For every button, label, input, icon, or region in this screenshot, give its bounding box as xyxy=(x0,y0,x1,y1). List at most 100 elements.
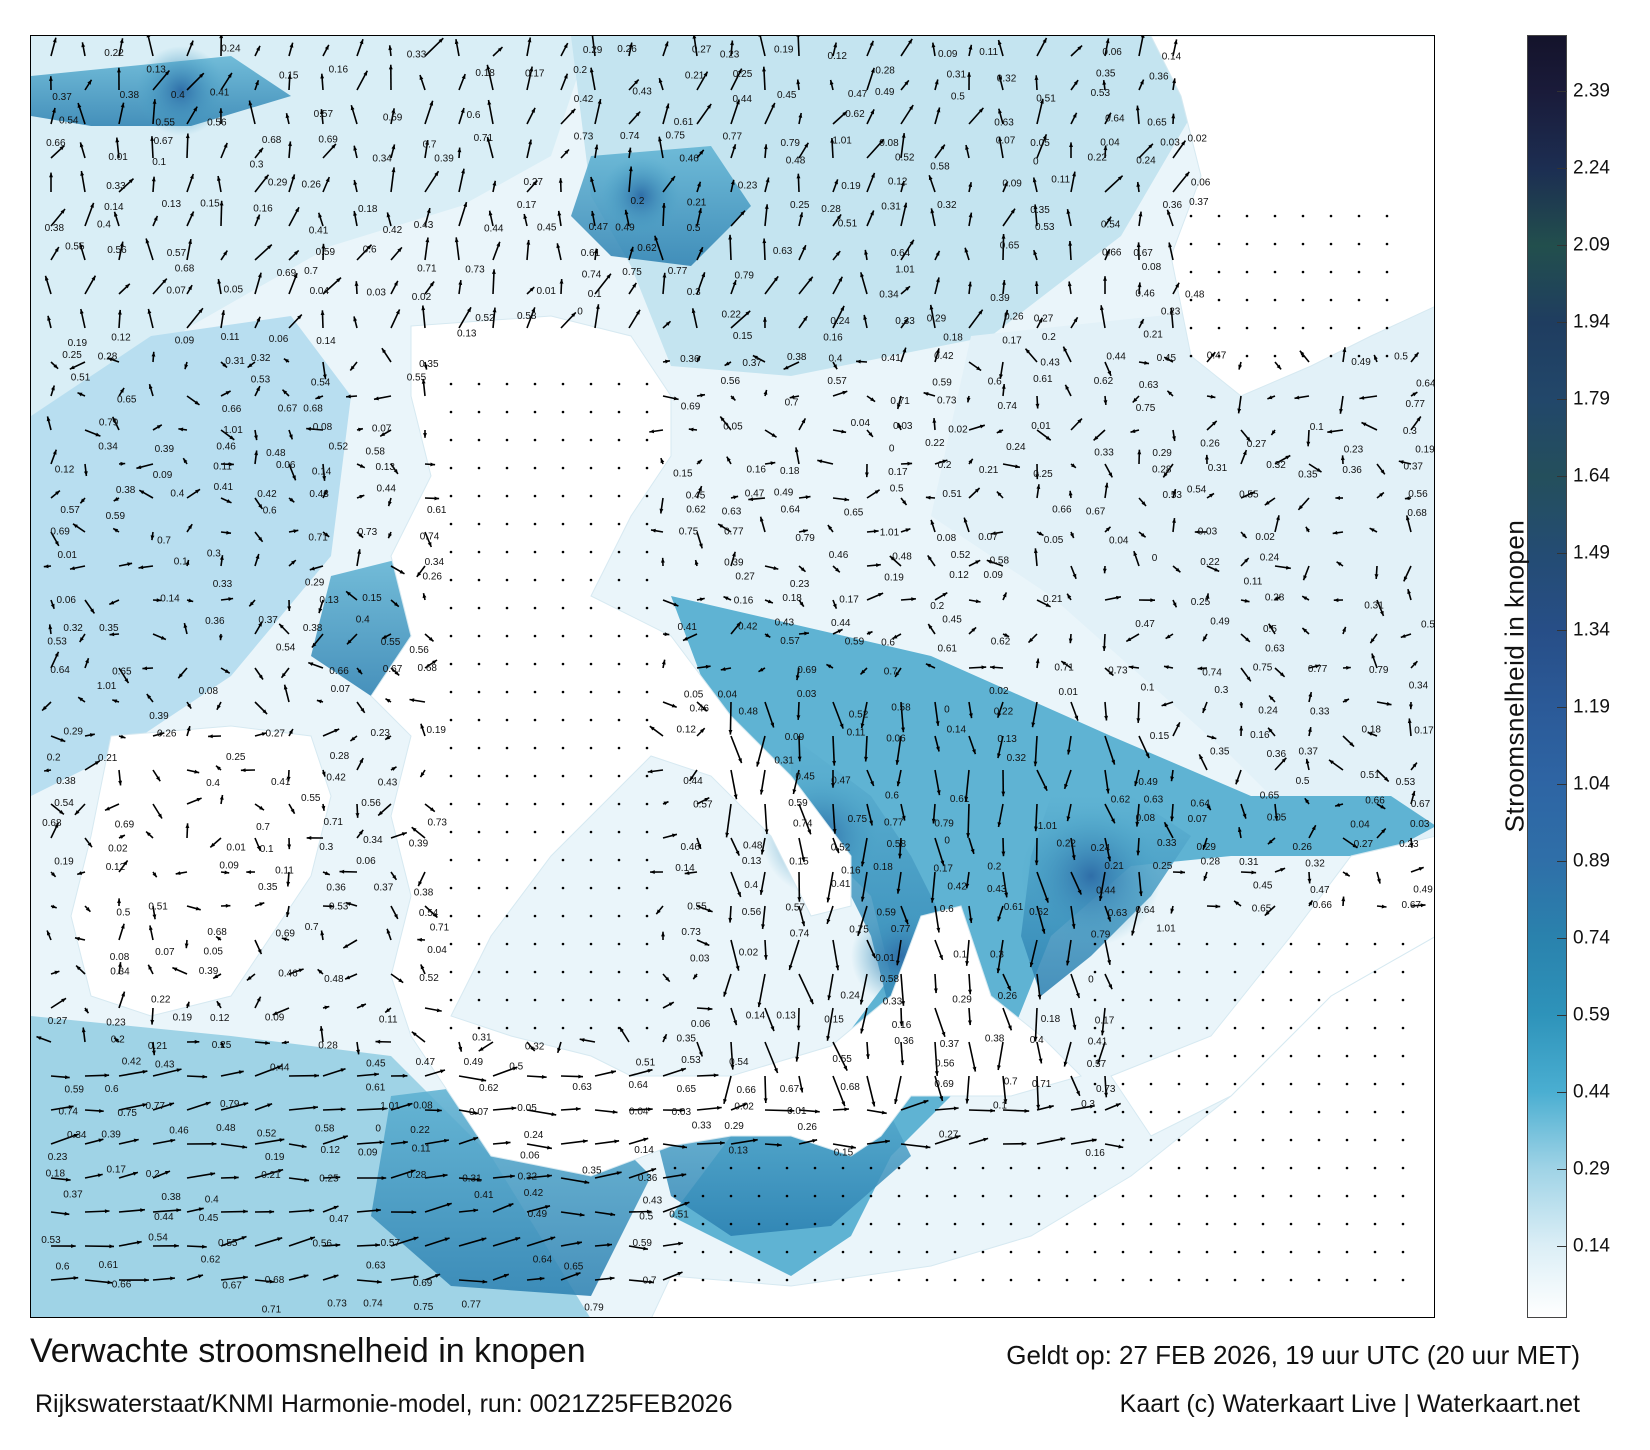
speed-label: 0.58 xyxy=(366,447,386,458)
calm-dot xyxy=(1373,1026,1377,1030)
speed-label: 0.59 xyxy=(633,1238,653,1249)
current-arrow-head xyxy=(363,70,368,76)
calm-dot xyxy=(561,466,565,470)
current-arrow-head xyxy=(996,429,1002,433)
calm-dot xyxy=(449,830,453,834)
current-arrow-head xyxy=(595,304,600,310)
current-arrow-head xyxy=(388,64,393,70)
calm-dot xyxy=(561,970,565,974)
calm-dot xyxy=(1329,326,1333,330)
current-arrow-head xyxy=(1420,903,1426,908)
calm-dot xyxy=(1177,1082,1181,1086)
calm-dot xyxy=(1289,1026,1293,1030)
current-arrow-head xyxy=(496,241,501,247)
speed-label: 0.47 xyxy=(1135,619,1155,630)
calm-dot xyxy=(1301,270,1305,274)
speed-label: 0.46 xyxy=(679,154,699,165)
speed-label: 0.54 xyxy=(148,1233,168,1244)
current-arrow-head xyxy=(624,209,629,215)
current-arrow-head xyxy=(723,1098,727,1104)
current-arrow-head xyxy=(152,872,157,878)
colorbar-tick-label: 1.79 xyxy=(1573,388,1610,410)
current-arrow xyxy=(288,1106,318,1111)
calm-dot xyxy=(841,1250,845,1254)
current-arrow-head xyxy=(1034,75,1039,80)
current-arrow-head xyxy=(1103,276,1107,281)
current-arrow-head xyxy=(1035,658,1040,664)
current-arrow-head xyxy=(1379,610,1384,616)
speed-label: 0.62 xyxy=(1094,376,1114,387)
current-arrow-head xyxy=(1279,672,1285,677)
current-arrow-head xyxy=(972,749,976,755)
current-arrow-head xyxy=(381,348,387,354)
current-arrow-head xyxy=(1039,98,1044,104)
current-arrow-head xyxy=(226,499,232,503)
calm-dot xyxy=(1177,1054,1181,1058)
current-arrow-head xyxy=(1205,593,1210,599)
current-arrow-head xyxy=(1367,732,1373,736)
speed-label: 0.51 xyxy=(1360,770,1380,781)
calm-dot xyxy=(449,662,453,666)
calm-dot xyxy=(477,942,481,946)
speed-label: 0.05 xyxy=(1267,812,1287,823)
current-arrow-head xyxy=(60,209,65,214)
current-arrow-head xyxy=(628,166,633,172)
current-arrow-head xyxy=(632,282,637,288)
current-arrow-head xyxy=(838,276,843,282)
current-arrow-head xyxy=(397,247,402,253)
speed-label: 0.07 xyxy=(996,136,1016,147)
speed-label: 0.36 xyxy=(638,1173,658,1184)
current-arrow-head xyxy=(77,392,83,397)
current-arrow-head xyxy=(388,533,392,539)
speed-label: 0.33 xyxy=(1310,707,1330,718)
current-arrow xyxy=(1036,1075,1040,1110)
current-arrow-head xyxy=(119,387,125,393)
current-arrow-head xyxy=(265,1040,270,1045)
colorbar-tick-label: 0.29 xyxy=(1573,1158,1610,1180)
speed-label: 0.38 xyxy=(45,223,65,234)
current-arrow-head xyxy=(968,212,973,218)
current-arrow-head xyxy=(90,202,94,208)
speed-label: 0.56 xyxy=(742,907,762,918)
speed-label: 0.4 xyxy=(205,1194,219,1205)
calm-dot xyxy=(477,718,481,722)
current-arrow-head xyxy=(942,592,948,597)
colorbar-tick-label: 2.24 xyxy=(1573,157,1610,179)
current-arrow-head xyxy=(281,1040,287,1045)
speed-label: 0.74 xyxy=(582,270,602,281)
current-arrow-head xyxy=(109,632,115,637)
current-arrow-head xyxy=(860,669,866,675)
calm-dot xyxy=(1093,970,1097,974)
colorbar xyxy=(1527,35,1567,1318)
speed-label: 0.44 xyxy=(683,776,703,787)
speed-label: 0.08 xyxy=(413,1101,433,1112)
calm-dot xyxy=(1121,1278,1125,1282)
current-arrow-head xyxy=(340,1068,346,1073)
current-arrow-head xyxy=(345,975,351,980)
current-arrow-head xyxy=(74,936,80,941)
current-arrow-head xyxy=(52,37,57,43)
current-arrow-head xyxy=(724,361,730,366)
current-arrow-head xyxy=(267,244,272,250)
calm-dot xyxy=(561,578,565,582)
speed-label: 0.34 xyxy=(879,290,899,301)
current-arrow-head xyxy=(258,536,263,542)
speed-label: 0.16 xyxy=(841,865,861,876)
current-arrow-head xyxy=(1150,598,1156,603)
current-arrow-head xyxy=(188,524,193,530)
current-arrow-head xyxy=(350,365,355,371)
calm-dot xyxy=(477,466,481,470)
speed-label: 0.59 xyxy=(316,247,336,258)
current-arrow-head xyxy=(486,136,491,142)
current-arrow-head xyxy=(1339,408,1343,414)
calm-dot xyxy=(1261,1250,1265,1254)
speed-label: 0.7 xyxy=(643,1275,657,1286)
current-arrow-head xyxy=(903,202,908,208)
current-arrow-head xyxy=(826,897,831,903)
current-speed-map[interactable]: 0.22 0.24 0.33 0.29 0.26 0.27 0.23 0.19 0.12 0.09… xyxy=(30,35,1435,1318)
calm-dot xyxy=(1233,1250,1237,1254)
calm-dot xyxy=(1065,1250,1069,1254)
current-arrow-head xyxy=(728,917,733,923)
calm-dot xyxy=(1385,270,1389,274)
calm-dot xyxy=(533,886,537,890)
